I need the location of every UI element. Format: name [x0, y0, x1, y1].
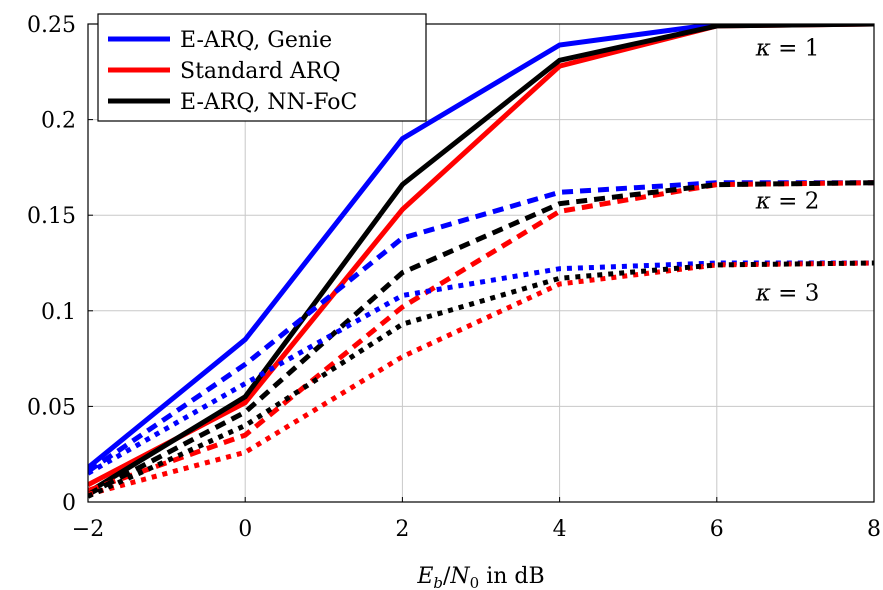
legend-label: Standard ARQ	[180, 59, 340, 84]
x-tick-label: −2	[72, 517, 104, 542]
y-tick-label: 0.2	[41, 109, 76, 134]
annotations: κ = 1 κ = 2 κ = 3	[755, 36, 820, 307]
series-line-solid-kappa-1	[88, 24, 874, 470]
kappa-annotation: κ = 2	[755, 189, 820, 215]
y-tick-label: 0.25	[27, 13, 76, 38]
series-layer	[88, 24, 874, 499]
y-tick-label: 0.05	[27, 395, 76, 420]
series-line-dashed-kappa-2	[88, 180, 874, 497]
x-tick-label: 2	[395, 517, 409, 542]
legend-label: E-ARQ, Genie	[180, 28, 332, 53]
x-tick-label: 0	[238, 517, 252, 542]
series-line-dotted-kappa-3	[88, 260, 874, 499]
y-tick-label: 0.1	[41, 300, 76, 325]
x-axis-label: Eb/N0 in dB	[416, 564, 544, 590]
series-line-solid-kappa-1	[88, 24, 874, 495]
plot-frame	[87, 23, 875, 503]
legend: E-ARQ, Genie Standard ARQ E-ARQ, NN-FoC	[97, 13, 427, 122]
legend-label: E-ARQ, NN-FoC	[180, 90, 357, 115]
y-tick-label: 0.15	[27, 204, 76, 229]
x-tick-label: 4	[553, 517, 567, 542]
x-tick-label: 8	[867, 517, 881, 542]
x-tick-label: 6	[710, 517, 724, 542]
kappa-annotation: κ = 1	[755, 36, 820, 62]
kappa-annotation: κ = 3	[755, 280, 820, 306]
axis-ticks: −2 0 2 4 6 800.050.10.150.20.25	[27, 13, 881, 542]
y-tick-label: 0	[62, 491, 76, 516]
